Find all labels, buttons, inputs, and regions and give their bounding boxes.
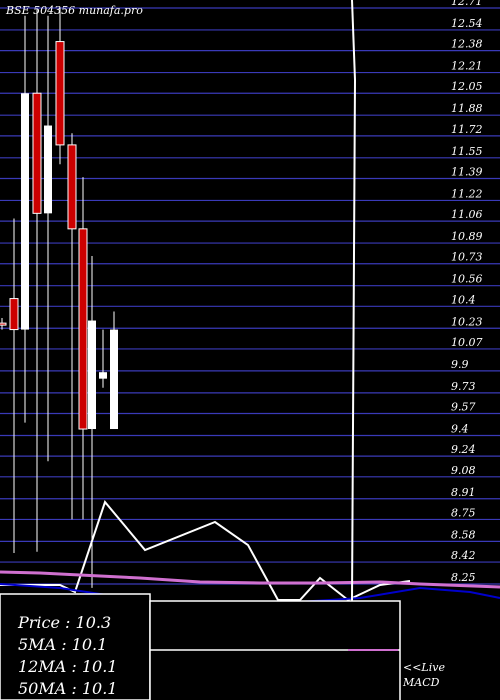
ma5-readout: 5MA : 10.1 [18, 635, 108, 654]
y-tick-label: 11.88 [451, 102, 483, 115]
y-axis-labels: 12.71 12.54 12.38 12.21 12.05 11.88 11.72 11.55… [451, 0, 483, 584]
candle-down [55, 41, 65, 146]
candle-down [78, 228, 88, 430]
price-readout: Price : 10.3 [18, 613, 112, 632]
candle-down [67, 144, 77, 230]
candle-up [88, 320, 96, 430]
candlesticks [0, 8, 118, 588]
macd-label: MACD [403, 676, 440, 689]
y-tick-label: 10.56 [451, 273, 483, 286]
candle-down [9, 298, 19, 331]
chart-title: BSE 504356 munafa.pro [5, 4, 143, 17]
live-label: <<Live [403, 661, 445, 674]
y-tick-label: 9.57 [451, 401, 476, 414]
candle-up [99, 372, 107, 379]
y-tick-label: 9.4 [451, 422, 469, 435]
ma-info-panel: Price : 10.3 5MA : 10.1 12MA : 10.1 50MA… [18, 612, 117, 700]
indicator-line [0, 499, 411, 602]
moving-average-line [0, 570, 500, 589]
vertical-marker-line [347, 0, 357, 651]
info-box-frame [0, 593, 151, 700]
y-tick-label: 12.54 [451, 17, 483, 30]
grid-lines [0, 7, 500, 585]
candle-up [44, 125, 52, 214]
y-tick-label: 9.9 [451, 358, 469, 371]
y-tick-label: 12.71 [451, 0, 483, 8]
y-tick-label: 11.55 [451, 145, 483, 158]
y-tick-label: 9.08 [451, 464, 476, 477]
y-tick-label: 12.05 [451, 80, 483, 93]
ma50-readout: 50MA : 10.1 [18, 679, 118, 698]
candle-up [110, 329, 118, 430]
y-tick-label: 8.25 [451, 571, 476, 584]
y-tick-label: 9.24 [451, 443, 476, 456]
y-tick-label: 10.89 [451, 230, 483, 243]
y-tick-label: 10.4 [451, 293, 476, 306]
live-macd-link[interactable]: <<Live MACD [403, 660, 445, 690]
y-tick-label: 10.23 [451, 315, 483, 328]
candle-up [21, 93, 29, 330]
candle-down [0, 322, 7, 326]
y-tick-label: 12.21 [451, 60, 483, 73]
y-tick-label: 12.38 [451, 38, 483, 51]
y-tick-label: 11.06 [451, 208, 483, 221]
y-tick-label: 10.73 [451, 251, 483, 264]
ma12-readout: 12MA : 10.1 [18, 657, 118, 676]
y-tick-label: 11.39 [451, 165, 483, 178]
y-tick-label: 8.42 [451, 549, 476, 562]
y-tick-label: 11.22 [451, 187, 483, 200]
y-tick-label: 8.58 [451, 528, 476, 541]
y-tick-label: 9.73 [451, 380, 476, 393]
y-tick-label: 8.91 [451, 486, 476, 499]
y-tick-label: 11.72 [451, 123, 483, 136]
y-tick-label: 10.07 [451, 336, 483, 349]
y-tick-label: 8.75 [451, 506, 476, 519]
candle-down [32, 92, 42, 214]
